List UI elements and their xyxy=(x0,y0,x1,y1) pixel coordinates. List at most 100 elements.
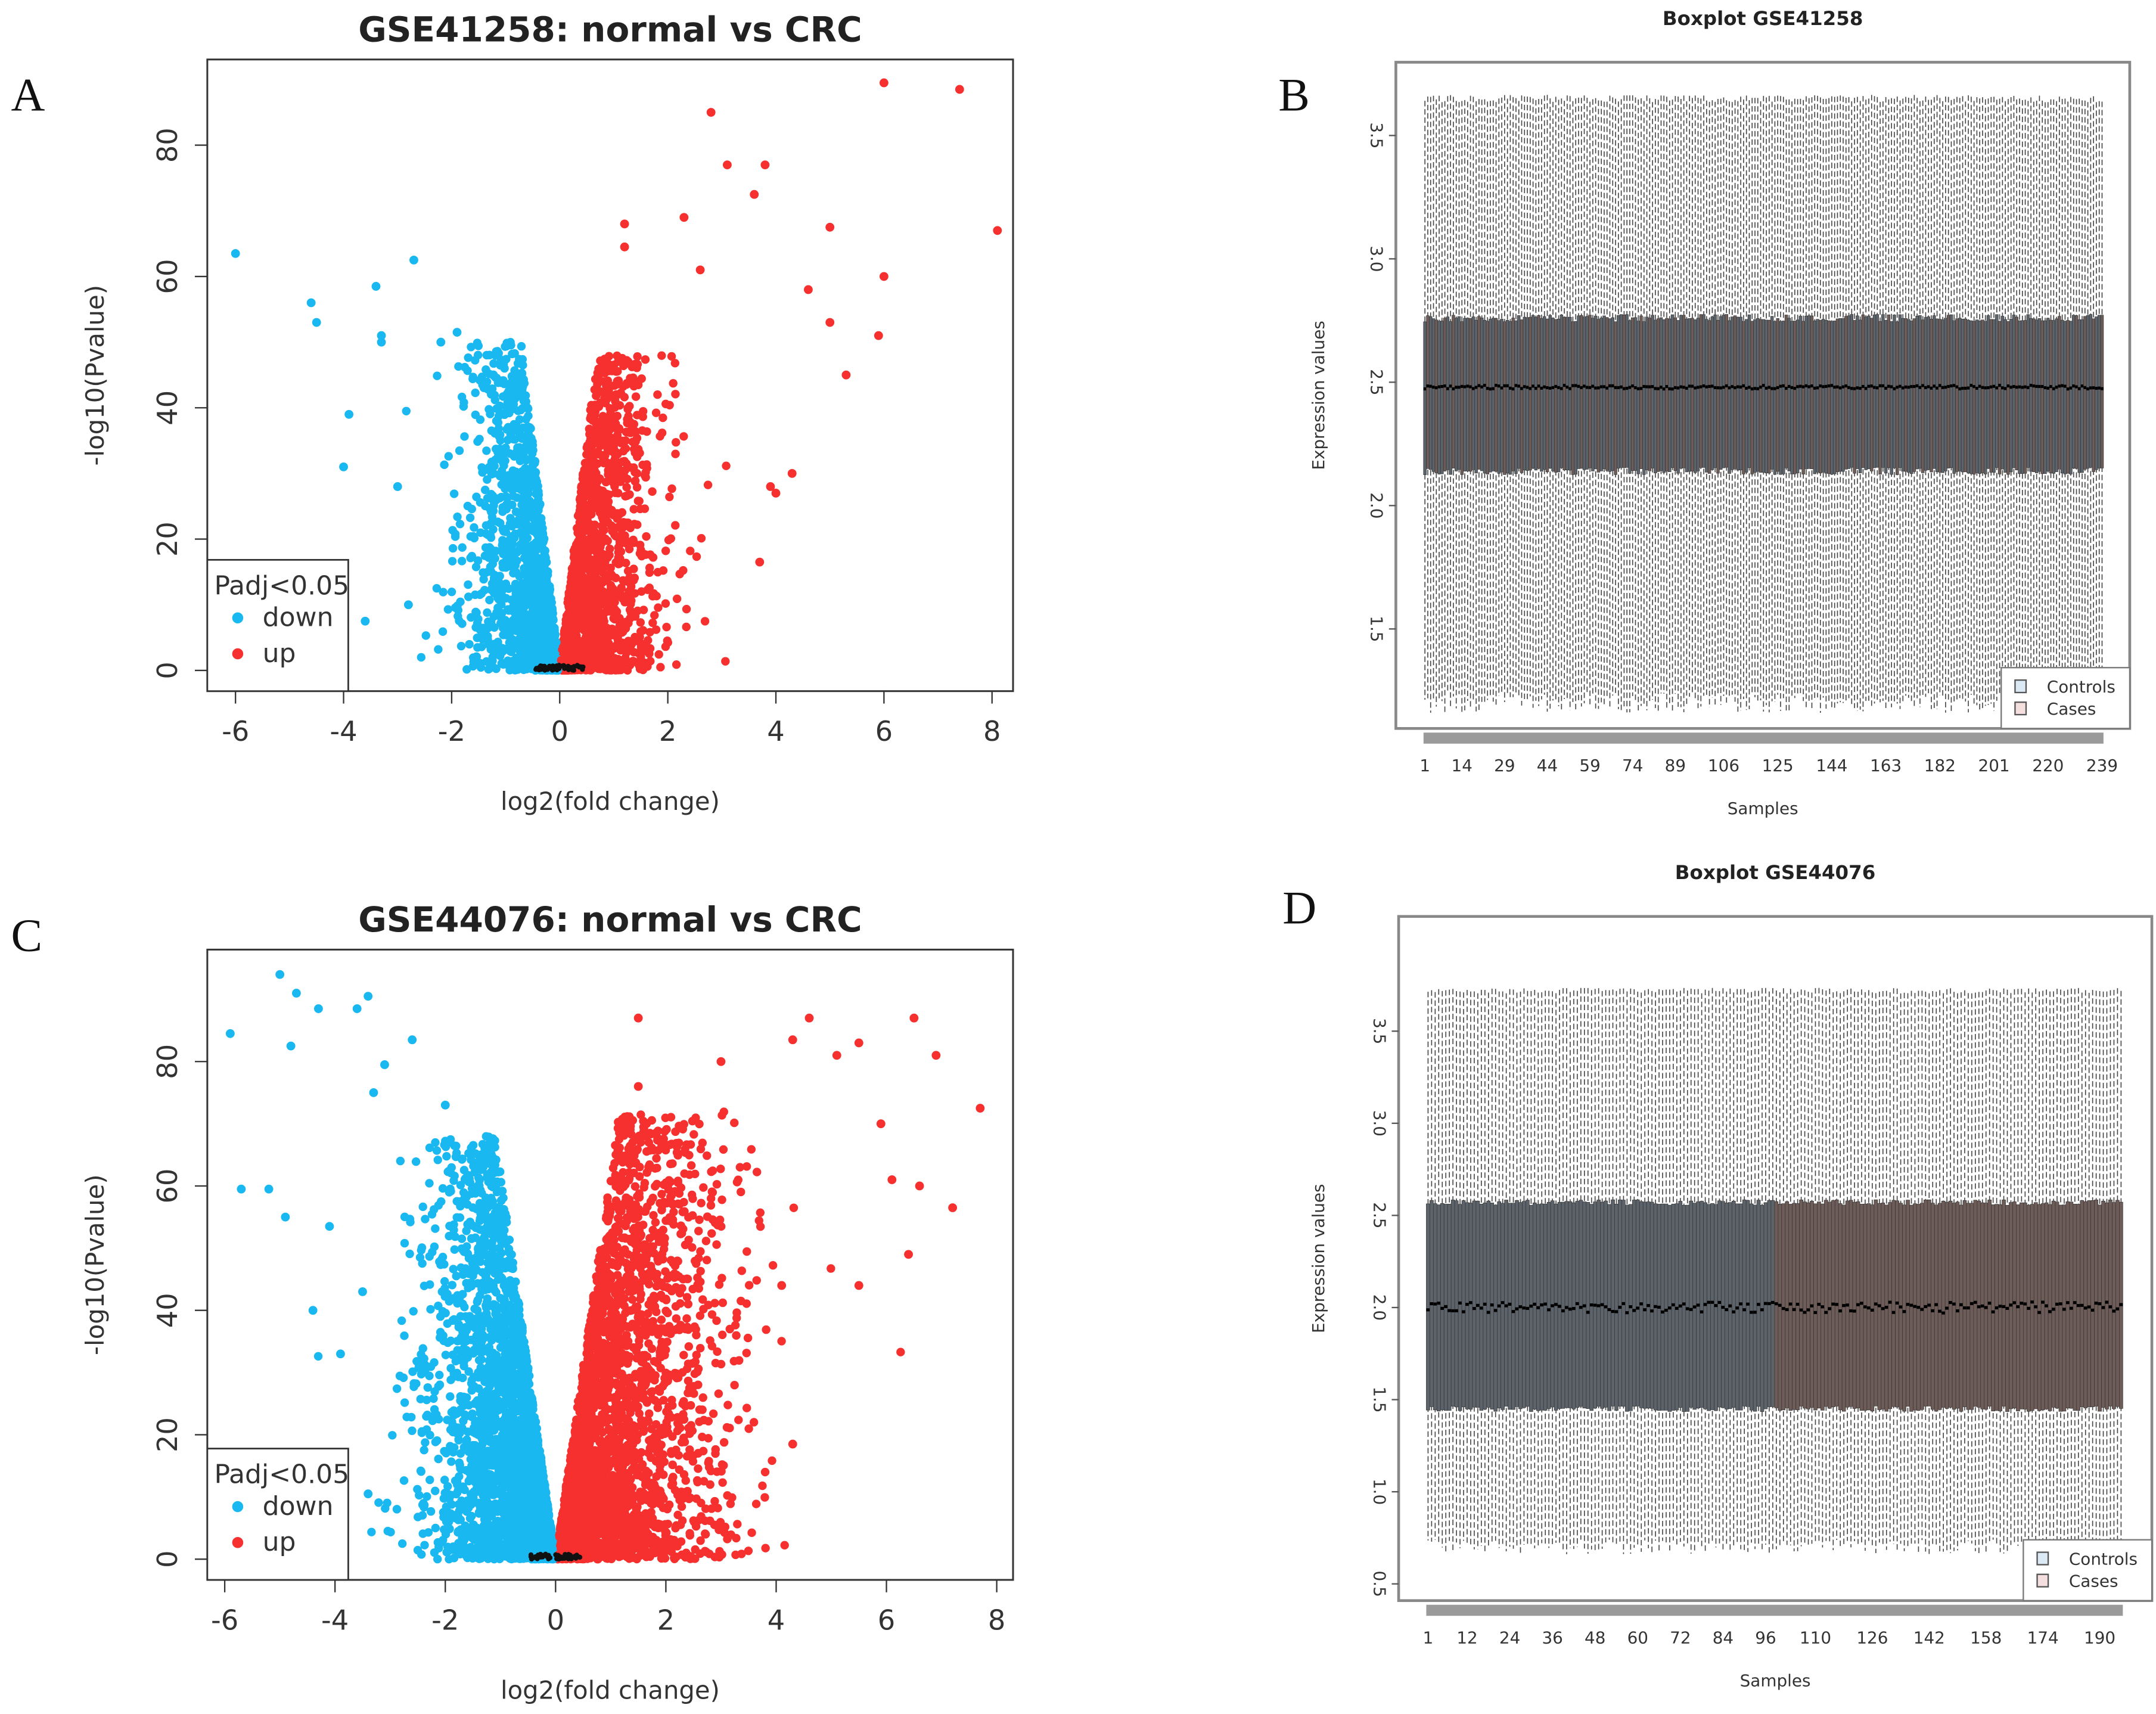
down-point xyxy=(453,513,462,521)
up-point xyxy=(661,599,670,608)
up-point xyxy=(722,160,732,170)
down-point xyxy=(496,409,505,418)
down-point xyxy=(469,532,478,541)
sample-box xyxy=(1492,318,1495,471)
sample-box xyxy=(1602,315,1606,469)
ns-point xyxy=(546,665,552,670)
up-point xyxy=(564,625,574,635)
sample-box xyxy=(1847,315,1851,469)
down-point xyxy=(405,1249,414,1259)
sample-box xyxy=(1645,316,1649,470)
down-point xyxy=(498,585,508,594)
down-point xyxy=(543,616,552,626)
up-point xyxy=(602,576,611,585)
sample-box xyxy=(1901,318,1905,472)
y-tick-label: 20 xyxy=(151,1417,184,1452)
sample-box xyxy=(1832,321,1837,474)
down-point xyxy=(485,504,495,513)
up-point xyxy=(644,636,653,645)
sample-box xyxy=(1423,321,1427,475)
up-point xyxy=(567,564,577,573)
sample-box xyxy=(1739,316,1742,471)
down-point xyxy=(481,529,490,538)
chart-title: Boxplot GSE41258 xyxy=(1663,7,1863,30)
y-axis-label: Expression values xyxy=(1309,321,1328,470)
sample-box xyxy=(1972,321,1976,475)
sample-box xyxy=(1426,315,1430,469)
up-point xyxy=(590,385,599,395)
sample-box xyxy=(1824,320,1828,474)
sample-box xyxy=(1793,321,1797,474)
legend-entry: Cases xyxy=(2047,699,2096,719)
ns-point xyxy=(566,667,571,672)
sample-box xyxy=(1582,316,1586,470)
sample-box xyxy=(1685,318,1689,473)
legend-entry: Controls xyxy=(2047,677,2115,697)
down-point xyxy=(470,523,479,532)
legend-entry: up xyxy=(263,638,296,669)
down-point xyxy=(306,298,316,308)
down-point xyxy=(231,249,240,258)
sample-box xyxy=(1580,315,1583,469)
sample-box xyxy=(1707,320,1711,474)
sample-box xyxy=(2055,318,2058,472)
down-point xyxy=(483,608,492,617)
down-point xyxy=(507,532,515,541)
up-point xyxy=(620,242,629,251)
up-point xyxy=(633,352,642,361)
down-point xyxy=(471,563,481,572)
sample-box xyxy=(1468,318,1472,472)
down-point xyxy=(496,436,505,445)
x-tick-label: 14 xyxy=(1452,756,1472,775)
down-point xyxy=(393,482,402,491)
up-point xyxy=(626,660,635,670)
sample-box xyxy=(2032,318,2036,473)
sample-box xyxy=(1571,321,1575,475)
down-point xyxy=(487,513,497,521)
up-point xyxy=(656,431,664,441)
up-point xyxy=(750,190,759,199)
up-point xyxy=(626,374,635,383)
up-point xyxy=(602,381,611,390)
down-point xyxy=(534,487,543,496)
sample-box xyxy=(1452,315,1455,468)
up-point xyxy=(709,1409,718,1418)
down-point xyxy=(484,465,493,474)
down-point xyxy=(502,341,511,350)
sample-box xyxy=(1821,319,1825,473)
sample-box xyxy=(1924,317,1928,471)
up-point xyxy=(613,367,622,376)
up-point xyxy=(697,1198,706,1207)
up-point xyxy=(622,483,631,492)
down-point xyxy=(501,443,510,452)
sample-box xyxy=(1568,316,1572,471)
up-point xyxy=(573,574,582,583)
sample-box xyxy=(1633,317,1638,471)
sample-box xyxy=(1494,318,1498,472)
up-point xyxy=(582,617,591,626)
y-tick-label: 40 xyxy=(151,390,184,426)
sample-box xyxy=(1537,315,1540,469)
sample-box xyxy=(1756,318,1760,472)
up-point xyxy=(566,583,574,593)
down-point xyxy=(537,560,546,569)
ns-point xyxy=(550,663,556,669)
up-point xyxy=(603,433,612,442)
up-point xyxy=(667,484,676,493)
x-tick-label: 8 xyxy=(983,715,1001,747)
down-point xyxy=(433,371,442,380)
down-point xyxy=(476,415,485,424)
down-point xyxy=(502,594,511,603)
sample-rug xyxy=(1423,732,2104,744)
sample-box xyxy=(1534,316,1538,471)
up-point xyxy=(825,318,835,327)
sample-box xyxy=(2043,320,2047,474)
y-tick-label: 60 xyxy=(151,259,184,294)
sample-box xyxy=(1659,317,1663,471)
sample-box xyxy=(1500,319,1503,473)
down-point xyxy=(515,457,525,465)
down-point xyxy=(504,471,513,480)
sample-box xyxy=(2066,320,2070,474)
sample-box xyxy=(1668,318,1672,473)
